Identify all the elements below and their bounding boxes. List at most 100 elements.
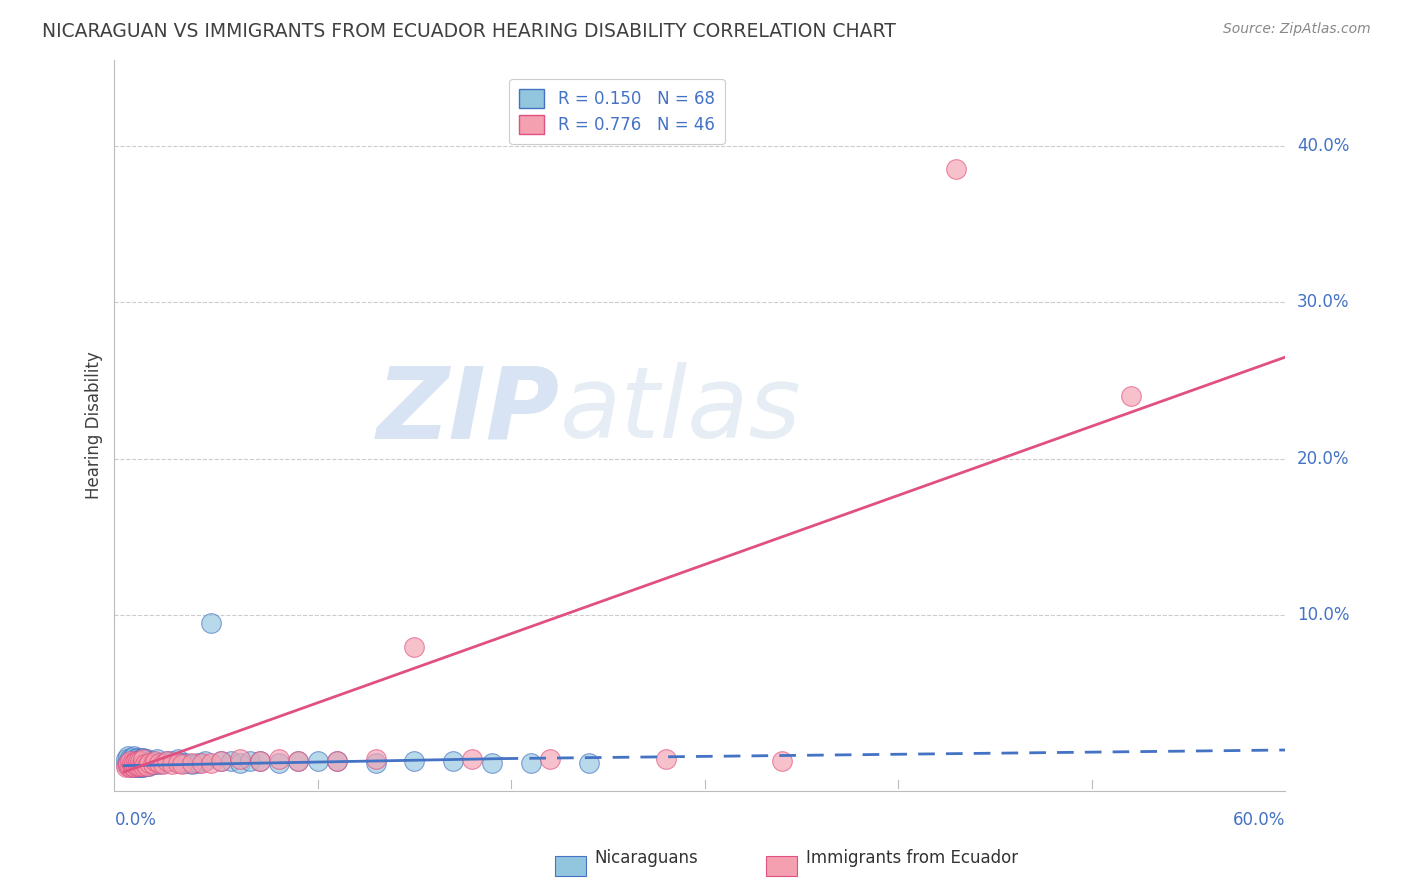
Point bbox=[219, 754, 242, 768]
Point bbox=[117, 758, 139, 772]
Point bbox=[770, 754, 793, 768]
Point bbox=[132, 760, 155, 774]
Point bbox=[122, 754, 145, 768]
Point bbox=[174, 756, 197, 770]
Point bbox=[132, 756, 155, 770]
Point bbox=[118, 751, 141, 765]
Point bbox=[249, 754, 271, 768]
Point bbox=[326, 754, 349, 768]
Point bbox=[209, 754, 232, 768]
Point bbox=[172, 756, 194, 770]
Point bbox=[122, 760, 145, 774]
Point bbox=[267, 752, 290, 766]
Text: 40.0%: 40.0% bbox=[1298, 136, 1350, 154]
Point bbox=[156, 754, 179, 768]
Point bbox=[127, 757, 149, 772]
Point bbox=[180, 757, 202, 772]
Point bbox=[945, 162, 967, 177]
Text: 0.0%: 0.0% bbox=[114, 811, 156, 830]
Point bbox=[156, 754, 179, 768]
Point bbox=[194, 754, 217, 768]
Point bbox=[138, 758, 160, 772]
Point bbox=[136, 758, 159, 772]
Point bbox=[136, 758, 159, 772]
Point bbox=[121, 756, 143, 770]
Point bbox=[128, 760, 150, 774]
Point bbox=[152, 756, 174, 770]
Point bbox=[138, 754, 160, 768]
Point bbox=[578, 756, 600, 770]
Point bbox=[538, 752, 561, 766]
Text: Immigrants from Ecuador: Immigrants from Ecuador bbox=[806, 849, 1018, 867]
Text: 10.0%: 10.0% bbox=[1298, 607, 1350, 624]
Point bbox=[122, 757, 145, 772]
Point bbox=[162, 754, 184, 768]
Point bbox=[134, 757, 156, 772]
Point bbox=[152, 757, 174, 772]
Point bbox=[125, 751, 148, 765]
Point bbox=[117, 749, 139, 764]
Point bbox=[121, 758, 143, 772]
Point bbox=[229, 752, 252, 766]
Point bbox=[287, 754, 309, 768]
Point bbox=[127, 760, 149, 774]
Point bbox=[307, 754, 329, 768]
Point bbox=[143, 754, 166, 768]
Point bbox=[131, 760, 153, 774]
Text: NICARAGUAN VS IMMIGRANTS FROM ECUADOR HEARING DISABILITY CORRELATION CHART: NICARAGUAN VS IMMIGRANTS FROM ECUADOR HE… bbox=[42, 22, 896, 41]
Point bbox=[364, 752, 387, 766]
Point bbox=[167, 752, 190, 766]
Point bbox=[125, 757, 148, 772]
Point bbox=[121, 760, 143, 774]
Point bbox=[134, 758, 156, 772]
Point bbox=[132, 752, 155, 766]
Text: 60.0%: 60.0% bbox=[1233, 811, 1285, 830]
Point bbox=[134, 752, 156, 766]
Point bbox=[481, 756, 503, 770]
Point bbox=[146, 752, 169, 766]
Point bbox=[117, 756, 139, 770]
Point bbox=[132, 751, 155, 765]
Legend: R = 0.150   N = 68, R = 0.776   N = 46: R = 0.150 N = 68, R = 0.776 N = 46 bbox=[509, 78, 724, 145]
Point bbox=[404, 640, 426, 654]
Point bbox=[127, 758, 149, 772]
Text: Source: ZipAtlas.com: Source: ZipAtlas.com bbox=[1223, 22, 1371, 37]
Point bbox=[125, 754, 148, 768]
Y-axis label: Hearing Disability: Hearing Disability bbox=[86, 351, 103, 499]
Point bbox=[1119, 389, 1142, 403]
Point bbox=[519, 756, 541, 770]
Point bbox=[125, 760, 148, 774]
Point bbox=[117, 754, 139, 768]
Point bbox=[655, 752, 678, 766]
Text: 20.0%: 20.0% bbox=[1298, 450, 1350, 467]
Point bbox=[461, 752, 484, 766]
Point bbox=[115, 757, 138, 772]
Point bbox=[118, 758, 141, 772]
Point bbox=[148, 757, 170, 772]
Text: Nicaraguans: Nicaraguans bbox=[595, 849, 699, 867]
Point bbox=[128, 754, 150, 768]
Point bbox=[115, 752, 138, 766]
Point bbox=[190, 756, 212, 770]
Point bbox=[187, 756, 209, 770]
Point bbox=[121, 756, 143, 770]
Point bbox=[118, 760, 141, 774]
Point bbox=[131, 756, 153, 770]
Point bbox=[128, 752, 150, 766]
Point bbox=[118, 754, 141, 768]
Point bbox=[142, 757, 165, 772]
Point bbox=[364, 756, 387, 770]
Point bbox=[122, 756, 145, 770]
Point bbox=[209, 754, 232, 768]
Point bbox=[239, 754, 262, 768]
Point bbox=[118, 756, 141, 770]
Point bbox=[229, 756, 252, 770]
Point bbox=[167, 756, 190, 770]
Text: 30.0%: 30.0% bbox=[1298, 293, 1350, 311]
Point bbox=[180, 756, 202, 770]
Point bbox=[131, 757, 153, 772]
Point bbox=[441, 754, 464, 768]
Point bbox=[136, 752, 159, 766]
Point bbox=[131, 751, 153, 765]
Point bbox=[125, 754, 148, 768]
